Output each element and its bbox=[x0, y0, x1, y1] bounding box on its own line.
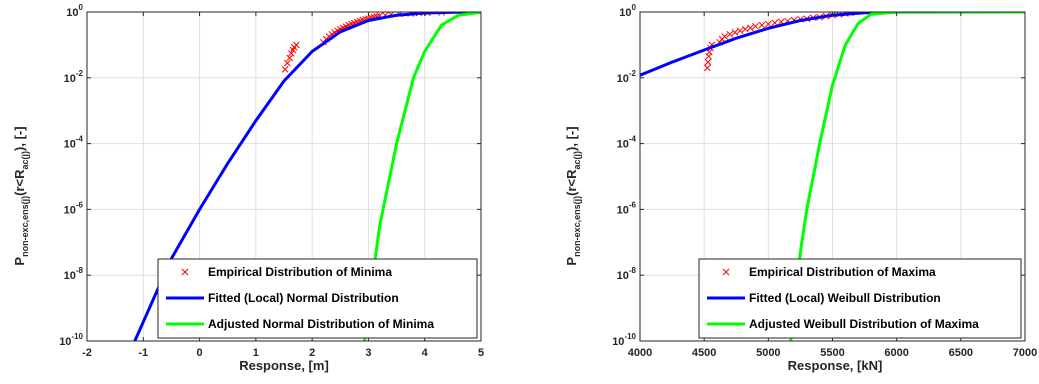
y-tick-label: 100 bbox=[619, 3, 636, 19]
y-ticks: 10-10 10-8 10-6 10-4 10-2 100 bbox=[59, 3, 481, 348]
data-point bbox=[704, 58, 712, 66]
legend-item: Adjusted Weibull Distribution of Maxima bbox=[707, 317, 979, 331]
data-point bbox=[287, 50, 295, 57]
legend-label: Empirical Distribution of Minima bbox=[208, 265, 392, 279]
x-axis-label: Response, [m] bbox=[239, 358, 329, 373]
x-tick-label: 7000 bbox=[1013, 347, 1037, 359]
legend: Empirical Distribution of Minima Fitted (… bbox=[157, 258, 478, 339]
x-tick-label: 5 bbox=[478, 347, 484, 359]
axes-box bbox=[86, 11, 482, 342]
data-point bbox=[758, 21, 766, 29]
legend: Empirical Distribution of Maxima Fitted (… bbox=[698, 258, 1022, 339]
data-point bbox=[752, 22, 759, 30]
legend-item: Empirical Distribution of Maxima bbox=[722, 265, 936, 279]
x-ticks: -2 -1 0 1 2 3 4 5 bbox=[82, 12, 484, 359]
data-point bbox=[731, 29, 739, 36]
x-ticks: 4000 4500 5000 5500 6000 6500 7000 bbox=[628, 12, 1037, 359]
legend-label: Fitted (Local) Weibull Distribution bbox=[749, 291, 941, 305]
legend-item: Empirical Distribution of Minima bbox=[181, 265, 392, 279]
legend-label: Empirical Distribution of Maxima bbox=[749, 265, 936, 279]
y-ticks: 10-10 10-8 10-6 10-4 10-2 100 bbox=[612, 3, 1025, 348]
y-tick-label: 100 bbox=[66, 3, 83, 19]
svg-text:Pnon-exc,ens(j)(r<Rac(j)), [-]: Pnon-exc,ens(j)(r<Rac(j)), [-] bbox=[12, 126, 30, 265]
y-axis-label: Pnon-exc,ens(j)(r<Rac(j)), [-] bbox=[564, 126, 582, 265]
y-tick-label: 10-6 bbox=[617, 200, 637, 216]
legend-label: Adjusted Normal Distribution of Minima bbox=[208, 317, 434, 331]
y-tick-label: 10-10 bbox=[612, 332, 636, 348]
data-point bbox=[747, 24, 754, 32]
y-tick-label: 10-8 bbox=[64, 266, 84, 282]
y-tick-label: 10-6 bbox=[64, 200, 84, 216]
chart-maxima: Pnon-exc,ens(j)(r<Rac(j)), [-] Response,… bbox=[564, 3, 1037, 373]
y-tick-label: 10-4 bbox=[64, 135, 84, 151]
legend-box bbox=[157, 258, 478, 339]
y-tick-label: 10-2 bbox=[617, 69, 637, 85]
x-tick-label: -1 bbox=[138, 347, 148, 359]
data-point bbox=[764, 20, 772, 28]
x-tick-label: -2 bbox=[82, 347, 92, 359]
legend-item: Adjusted Normal Distribution of Minima bbox=[166, 317, 434, 331]
y-tick-label: 10-4 bbox=[617, 135, 637, 151]
legend-label: Fitted (Local) Normal Distribution bbox=[208, 291, 399, 305]
data-point bbox=[293, 41, 300, 49]
data-point bbox=[284, 59, 291, 67]
data-point bbox=[704, 64, 711, 72]
legend-label: Adjusted Weibull Distribution of Maxima bbox=[749, 317, 979, 331]
x-tick-label: 2 bbox=[309, 347, 315, 359]
x-tick-label: 4500 bbox=[692, 347, 716, 359]
x-tick-label: 6000 bbox=[884, 347, 908, 359]
legend-swatch bbox=[181, 268, 189, 276]
legend-box bbox=[698, 258, 1022, 339]
x-tick-label: 5500 bbox=[820, 347, 844, 359]
data-point bbox=[741, 25, 749, 33]
chart-minima: Pnon-exc,ens(j)(r<Rac(j)), [-] Response,… bbox=[12, 3, 484, 373]
y-axis-label: Pnon-exc,ens(j)(r<Rac(j)), [-] bbox=[12, 126, 30, 265]
x-axis-label: Response, [kN] bbox=[788, 358, 883, 373]
data-point bbox=[726, 30, 734, 38]
y-tick-label: 10-2 bbox=[64, 69, 84, 85]
svg-text:Pnon-exc,ens(j)(r<Rac(j)), [-]: Pnon-exc,ens(j)(r<Rac(j)), [-] bbox=[564, 126, 582, 265]
x-tick-label: 3 bbox=[365, 347, 371, 359]
x-tick-label: 1 bbox=[253, 347, 259, 359]
data-point bbox=[286, 54, 293, 62]
data-point bbox=[721, 33, 729, 40]
x-tick-label: 5000 bbox=[756, 347, 780, 359]
y-tick-label: 10-8 bbox=[617, 266, 637, 282]
x-tick-label: 4 bbox=[422, 347, 429, 359]
y-tick-label: 10-10 bbox=[59, 332, 83, 348]
legend-swatch bbox=[722, 268, 730, 276]
x-tick-label: 4000 bbox=[628, 347, 652, 359]
legend-item: Fitted (Local) Weibull Distribution bbox=[707, 291, 941, 305]
x-tick-label: 0 bbox=[197, 347, 203, 359]
data-point bbox=[736, 27, 744, 35]
data-point bbox=[281, 66, 289, 73]
legend-item: Fitted (Local) Normal Distribution bbox=[166, 291, 399, 305]
x-tick-label: 6500 bbox=[949, 347, 973, 359]
